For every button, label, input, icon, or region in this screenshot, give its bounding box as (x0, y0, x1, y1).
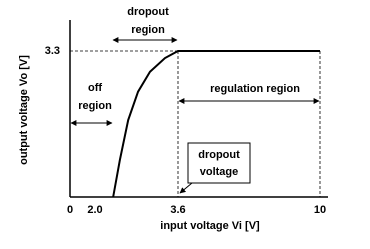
annotation: dropout (127, 6, 169, 18)
y-axis-label: output voltage Vo [V] (18, 55, 30, 165)
x-tick-label: 3.6 (170, 204, 185, 216)
chart: input voltage Vi [V] output voltage Vo [… (18, 6, 328, 232)
callout-arrow (179, 182, 193, 194)
x-tick-label: 10 (314, 204, 326, 216)
x-tick-label: 2.0 (87, 204, 102, 216)
y-tick-label: 3.3 (45, 45, 60, 57)
annotation: off (88, 82, 102, 94)
annotation: dropout (198, 149, 240, 161)
callout-box (187, 142, 251, 184)
annotation: region (78, 100, 112, 112)
x-tick-label: 0 (67, 204, 73, 216)
annotation: voltage (200, 166, 239, 178)
annotation: regulation region (210, 83, 300, 95)
data-line (112, 49, 320, 198)
x-axis-label: input voltage Vi [V] (160, 220, 260, 232)
annotation: region (131, 24, 165, 36)
